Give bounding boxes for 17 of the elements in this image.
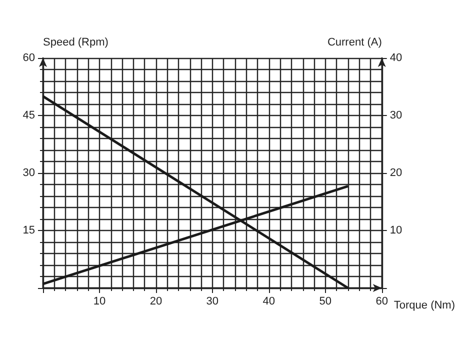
y-axis-title: Speed (Rpm) <box>43 36 108 48</box>
y-tick-label: 30 <box>22 167 35 179</box>
x-tick-label: 10 <box>93 296 106 308</box>
y2-tick-label: 40 <box>390 52 402 64</box>
y2-tick-label: 10 <box>390 224 402 236</box>
y-tick-label: 15 <box>22 224 35 236</box>
x-tick-label: 30 <box>206 296 219 308</box>
y-tick-label: 45 <box>22 110 35 122</box>
x-tick-label: 20 <box>150 296 162 308</box>
y2-tick-label: 30 <box>390 110 402 122</box>
x-tick-label: 60 <box>376 296 388 308</box>
y2-axis-title: Current (A) <box>327 36 382 48</box>
y2-tick-label: 20 <box>390 167 402 179</box>
x-axis-title: Torque (Nm) <box>394 300 455 312</box>
x-tick-label: 40 <box>262 296 276 308</box>
y-tick-label: 60 <box>22 52 35 64</box>
x-tick-label: 50 <box>319 296 332 308</box>
